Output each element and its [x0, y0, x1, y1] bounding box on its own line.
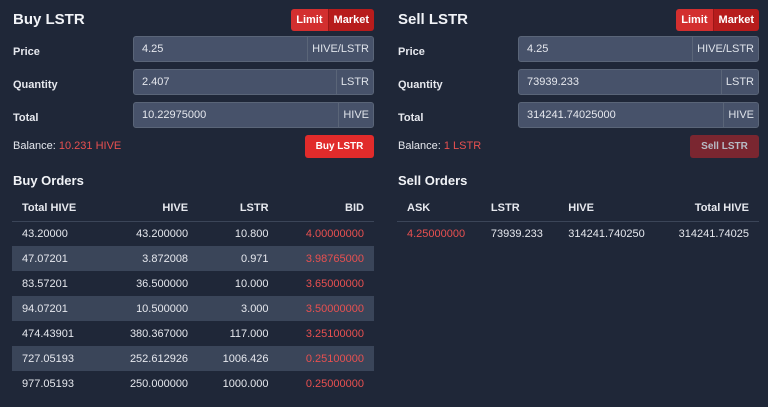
cell-total-hive: 83.57201	[22, 277, 68, 290]
sell-orders-header: ASK	[397, 195, 481, 222]
buy-balance: Balance: 10.231 HIVE	[13, 140, 121, 152]
sell-balance-label: Balance:	[398, 140, 441, 152]
sell-total-row: Total HIVE	[397, 102, 759, 135]
buy-quantity-label: Quantity	[13, 79, 58, 91]
sell-quantity-label: Quantity	[398, 79, 443, 91]
sell-title: Sell LSTR	[398, 11, 469, 28]
cell-lstr: 117.000	[229, 327, 269, 340]
buy-orders-header: BID	[278, 195, 374, 222]
table-row[interactable]: 94.07201 10.500000 3.000 3.50000000	[12, 296, 374, 321]
buy-orders-title: Buy Orders	[13, 173, 84, 188]
buy-title: Buy LSTR	[13, 11, 85, 28]
sell-quantity-input[interactable]	[519, 70, 721, 94]
buy-orders-header: Total HIVE	[12, 195, 103, 222]
table-row[interactable]: 47.07201 3.872008 0.971 3.98765000	[12, 246, 374, 271]
sell-orders-title: Sell Orders	[398, 173, 468, 188]
buy-balance-value[interactable]: 10.231 HIVE	[58, 140, 122, 152]
cell-lstr: 0.971	[198, 246, 279, 271]
cell-bid: 3.50000000	[278, 296, 374, 321]
cell-total-hive: 727.05193	[12, 346, 103, 371]
cell-hive: 314241.740250	[568, 227, 645, 240]
sell-order-type-toggle: Limit Market	[676, 9, 759, 31]
cell-lstr: 10.800	[234, 227, 269, 240]
buy-price-input[interactable]	[134, 37, 308, 61]
cell-bid: 3.98765000	[278, 246, 374, 271]
sell-orders-header: Total HIVE	[661, 195, 759, 222]
sell-balance-value[interactable]: 1 LSTR	[443, 140, 482, 152]
table-row[interactable]: 43.20000 43.200000 10.800 4.00000000	[12, 221, 374, 246]
cell-hive: 250.000000	[129, 377, 189, 390]
table-row[interactable]: 727.05193 252.612926 1006.426 0.25100000	[12, 346, 374, 371]
buy-orders-header: HIVE	[102, 195, 199, 222]
sell-price-row: Price HIVE/LSTR	[397, 36, 759, 69]
sell-total-input[interactable]	[519, 103, 724, 127]
buy-price-row: Price HIVE/LSTR	[12, 36, 374, 69]
sell-orders-table: ASK LSTR HIVE Total HIVE 4.25000000 7393…	[397, 195, 759, 246]
cell-bid: 4.00000000	[305, 227, 364, 240]
cell-hive: 380.367000	[129, 327, 189, 340]
buy-price-unit: HIVE/LSTR	[307, 37, 373, 61]
cell-bid: 3.25100000	[305, 327, 364, 340]
cell-ask: 4.25000000	[407, 227, 466, 240]
cell-total-hive: 94.07201	[12, 296, 103, 321]
sell-balance: Balance: 1 LSTR	[398, 140, 481, 152]
sell-orders-header-row: ASK LSTR HIVE Total HIVE	[397, 195, 759, 222]
cell-total-hive: 43.20000	[22, 227, 68, 240]
sell-limit-button[interactable]: Limit	[676, 9, 713, 31]
cell-lstr: 3.000	[198, 296, 279, 321]
sell-price-unit: HIVE/LSTR	[692, 37, 758, 61]
buy-market-button[interactable]: Market	[327, 9, 374, 31]
sell-price-label: Price	[398, 46, 425, 58]
sell-lstr-button[interactable]: Sell LSTR	[690, 135, 759, 158]
cell-bid: 0.25100000	[278, 346, 374, 371]
sell-market-button[interactable]: Market	[712, 9, 759, 31]
buy-orders-table: Total HIVE HIVE LSTR BID 43.20000 43.200…	[12, 195, 374, 396]
buy-limit-button[interactable]: Limit	[291, 9, 328, 31]
cell-total-hive: 47.07201	[12, 246, 103, 271]
buy-balance-label: Balance:	[13, 140, 56, 152]
buy-total-label: Total	[13, 112, 39, 124]
buy-panel: Buy LSTR Limit Market Price HIVE/LSTR Qu…	[12, 0, 374, 390]
cell-hive: 43.200000	[136, 227, 189, 240]
table-row[interactable]: 474.43901 380.367000 117.000 3.25100000	[12, 321, 374, 346]
sell-total-unit: HIVE	[723, 103, 758, 127]
table-row[interactable]: 83.57201 36.500000 10.000 3.65000000	[12, 271, 374, 296]
buy-order-type-toggle: Limit Market	[291, 9, 374, 31]
buy-total-input[interactable]	[134, 103, 339, 127]
buy-total-unit: HIVE	[338, 103, 373, 127]
table-row[interactable]: 4.25000000 73939.233 314241.740250 31424…	[397, 221, 759, 246]
cell-total-hive: 474.43901	[22, 327, 74, 340]
buy-quantity-unit: LSTR	[335, 70, 373, 94]
buy-price-label: Price	[13, 46, 40, 58]
cell-hive: 3.872008	[102, 246, 199, 271]
cell-total-hive: 977.05193	[22, 377, 74, 390]
buy-total-row: Total HIVE	[12, 102, 374, 135]
table-row[interactable]: 977.05193 250.000000 1000.000 0.25000000	[12, 371, 374, 396]
buy-orders-header-row: Total HIVE HIVE LSTR BID	[12, 195, 374, 222]
sell-orders-header: LSTR	[480, 195, 559, 222]
cell-hive: 36.500000	[136, 277, 189, 290]
cell-total-hive: 314241.74025	[678, 227, 749, 240]
buy-quantity-input[interactable]	[134, 70, 336, 94]
cell-hive: 252.612926	[102, 346, 199, 371]
cell-lstr: 1000.000	[222, 377, 269, 390]
cell-lstr: 1006.426	[198, 346, 279, 371]
sell-quantity-unit: LSTR	[720, 70, 758, 94]
buy-quantity-row: Quantity LSTR	[12, 69, 374, 102]
sell-total-label: Total	[398, 112, 424, 124]
buy-lstr-button[interactable]: Buy LSTR	[305, 135, 374, 158]
buy-orders-header: LSTR	[198, 195, 279, 222]
cell-hive: 10.500000	[102, 296, 199, 321]
cell-lstr: 10.000	[234, 277, 269, 290]
sell-panel: Sell LSTR Limit Market Price HIVE/LSTR Q…	[397, 0, 759, 240]
sell-orders-header: HIVE	[558, 195, 662, 222]
cell-bid: 3.65000000	[305, 277, 364, 290]
sell-quantity-row: Quantity LSTR	[397, 69, 759, 102]
cell-lstr: 73939.233	[490, 227, 543, 240]
sell-price-input[interactable]	[519, 37, 693, 61]
cell-bid: 0.25000000	[305, 377, 364, 390]
